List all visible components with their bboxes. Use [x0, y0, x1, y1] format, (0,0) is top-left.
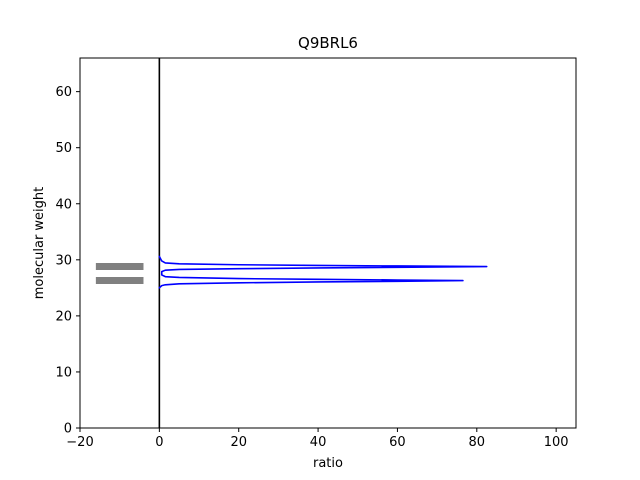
series-group	[158, 255, 488, 289]
y-tick-label: 50	[55, 141, 72, 156]
y-tick-label: 60	[55, 85, 72, 100]
x-tick-label: 80	[469, 435, 486, 450]
x-tick-label: 20	[230, 435, 247, 450]
gel-bands	[95, 263, 144, 285]
x-tick-label: 40	[310, 435, 327, 450]
x-tick-label: 60	[389, 435, 406, 450]
y-tick-label: 10	[55, 365, 72, 380]
series-line-1	[158, 255, 488, 289]
y-tick-label: 40	[55, 197, 72, 212]
y-tick-label: 0	[64, 422, 72, 437]
y-tick-label: 20	[55, 309, 72, 324]
chart-title: Q9BRL6	[298, 34, 358, 52]
x-axis-label: ratio	[313, 456, 343, 471]
x-tick-label: 0	[155, 435, 163, 450]
y-axis-ticks: 0 10 20 30 40 50 60	[55, 85, 80, 437]
x-tick-label: 100	[544, 435, 569, 450]
y-tick-label: 30	[55, 253, 72, 268]
plot-frame	[79, 57, 577, 429]
x-axis-ticks: −20 0 20 40 60 80 100	[66, 428, 569, 450]
x-tick-label: −20	[66, 435, 93, 450]
y-axis-label: molecular weight	[32, 187, 47, 300]
